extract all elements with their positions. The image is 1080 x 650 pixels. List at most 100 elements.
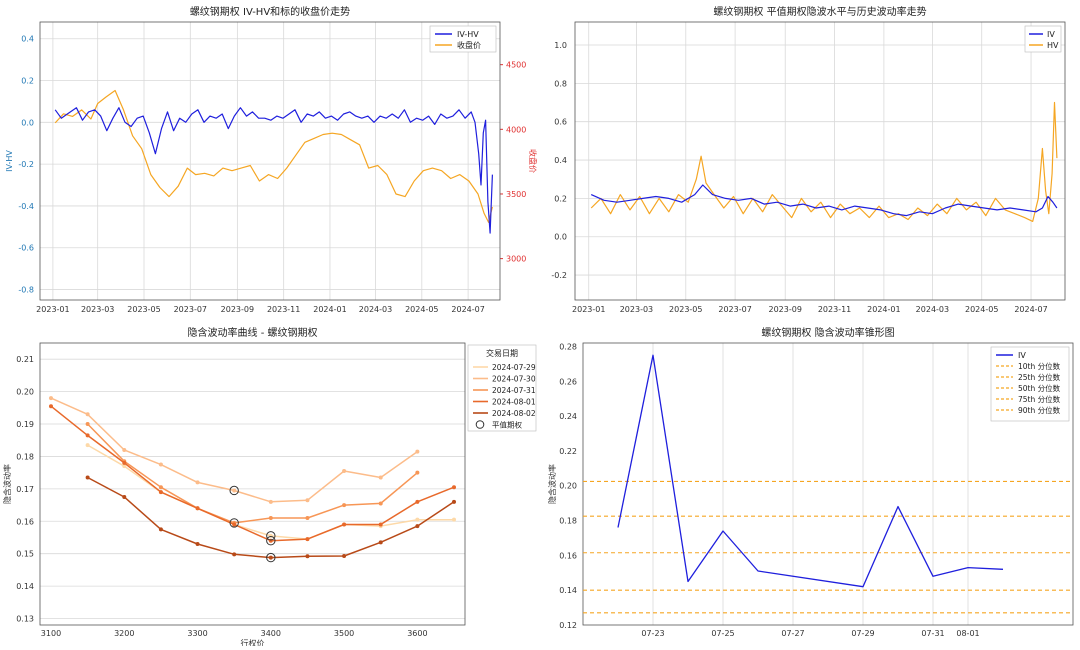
legend-label: HV xyxy=(1047,41,1059,50)
legend-box xyxy=(467,344,537,432)
atm-marker xyxy=(266,552,276,563)
data-point xyxy=(122,494,127,499)
atm-marker xyxy=(229,518,239,528)
data-point xyxy=(378,475,383,480)
x-tick-label: 2024-07 xyxy=(451,305,484,314)
data-point xyxy=(268,555,273,560)
chart-title: 螺纹钢期权 IV-HV和标的收盘价走势 xyxy=(190,5,350,18)
legend-box xyxy=(1024,25,1062,53)
x-tick-label: 2023-01 xyxy=(36,305,69,314)
x-tick-label: 2024-01 xyxy=(313,305,346,314)
x-tick-label: 3300 xyxy=(187,629,207,638)
x-axis-label: 行权价 xyxy=(241,638,265,646)
data-point xyxy=(342,469,347,474)
legend-label: 收盘价 xyxy=(457,40,481,50)
data-point xyxy=(232,552,237,557)
data-point xyxy=(232,488,237,493)
y-tick-label: 0.13 xyxy=(16,615,34,624)
legend-label: 2024-07-31 xyxy=(492,386,536,395)
y-tick-label: -0.4 xyxy=(18,202,34,211)
chart-iv-hv-price: -0.8 -0.6 -0.4 -0.2 0.0 0.2 0.4 2023-01 2023-03 2… xyxy=(5,5,538,314)
x-tick-label: 2023-11 xyxy=(818,305,851,314)
legend-label: 2024-08-02 xyxy=(492,409,536,418)
y-tick-label: 0.16 xyxy=(559,551,577,560)
x-tick-label: 2023-11 xyxy=(267,305,300,314)
legend-label: 25th 分位数 xyxy=(1018,372,1061,382)
y-tick-label: 0.6 xyxy=(554,118,567,127)
series-line-2024-08-01 xyxy=(50,405,455,542)
data-point xyxy=(158,490,163,495)
y-tick-label: 0.20 xyxy=(559,482,577,491)
data-point xyxy=(305,537,310,542)
legend-label: IV-HV xyxy=(457,30,479,39)
x-tick-label: 2023-01 xyxy=(572,305,605,314)
y-tick-label: 0.17 xyxy=(16,485,34,494)
x-tick-label: 07-25 xyxy=(711,629,734,638)
series-line-iv xyxy=(617,354,1004,588)
data-point xyxy=(85,422,90,427)
legend-label: 2024-07-29 xyxy=(492,363,536,372)
chart-title: 隐含波动率曲线 - 螺纹钢期权 xyxy=(188,326,318,339)
y-tick-label: 0.15 xyxy=(16,550,34,559)
data-point xyxy=(195,506,200,511)
data-point xyxy=(85,443,90,448)
series-line-2024-07-31 xyxy=(87,423,418,524)
legend-box xyxy=(990,346,1070,422)
legend-atm-swatch xyxy=(475,420,485,429)
y-axis-label: 隐含波动率 xyxy=(547,464,557,504)
data-point xyxy=(85,475,90,480)
data-point xyxy=(452,517,457,522)
y-tick-label: -0.2 xyxy=(551,271,567,280)
x-tick-label: 2023-05 xyxy=(127,305,160,314)
data-point xyxy=(158,462,163,467)
data-point xyxy=(452,485,457,490)
x-tick-label: 2024-07 xyxy=(1014,305,1047,314)
legend-label: IV xyxy=(1047,30,1055,39)
legend-title: 交易日期 xyxy=(486,348,518,358)
atm-marker xyxy=(229,485,239,496)
data-point xyxy=(85,433,90,438)
y2-tick-label: 3500 xyxy=(506,190,526,199)
chart-vol-cone: 0.12 0.14 0.16 0.18 0.20 0.22 0.24 0.26 0.28 07-2… xyxy=(547,326,1074,638)
data-point xyxy=(158,485,163,490)
y-tick-label: 0.28 xyxy=(559,342,577,351)
y-axis-label: 隐含波动率 xyxy=(2,464,12,504)
data-point xyxy=(452,499,457,504)
y-tick-label: 0.2 xyxy=(21,77,34,86)
series-line-iv xyxy=(590,184,1058,217)
x-tick-label: 2024-03 xyxy=(359,305,392,314)
legend-label: 2024-08-01 xyxy=(492,398,536,407)
x-tick-label: 2024-03 xyxy=(916,305,949,314)
x-tick-label: 2023-09 xyxy=(221,305,254,314)
y-tick-label: 0.22 xyxy=(559,447,577,456)
data-point xyxy=(342,522,347,527)
data-point xyxy=(122,447,127,452)
series-line-iv-hv xyxy=(54,107,493,234)
y-tick-label: 0.4 xyxy=(554,156,567,165)
data-point xyxy=(268,499,273,504)
plot-background xyxy=(40,343,465,625)
x-tick-label: 2023-07 xyxy=(718,305,751,314)
data-point xyxy=(415,449,420,454)
legend-label: 平值期权 xyxy=(492,420,522,430)
y-tick-label: 0.8 xyxy=(554,79,567,88)
x-tick-label: 2023-09 xyxy=(769,305,802,314)
y-tick-label: 0.2 xyxy=(554,194,567,203)
data-point xyxy=(85,412,90,417)
x-tick-label: 2024-01 xyxy=(867,305,900,314)
atm-marker xyxy=(266,536,276,546)
data-point xyxy=(415,524,420,529)
legend-label: 50th 分位数 xyxy=(1018,383,1061,393)
legend-label: 2024-07-30 xyxy=(492,375,536,384)
y-tick-label: 0.21 xyxy=(16,355,34,364)
data-point xyxy=(342,553,347,558)
plot-frame xyxy=(39,21,501,301)
data-point xyxy=(415,517,420,522)
legend-label: 10th 分位数 xyxy=(1018,361,1061,371)
data-point xyxy=(415,470,420,475)
y2-tick-label: 4500 xyxy=(506,61,526,70)
series-line-hv xyxy=(590,101,1058,222)
x-tick-label: 07-23 xyxy=(641,629,664,638)
data-point xyxy=(122,460,127,465)
